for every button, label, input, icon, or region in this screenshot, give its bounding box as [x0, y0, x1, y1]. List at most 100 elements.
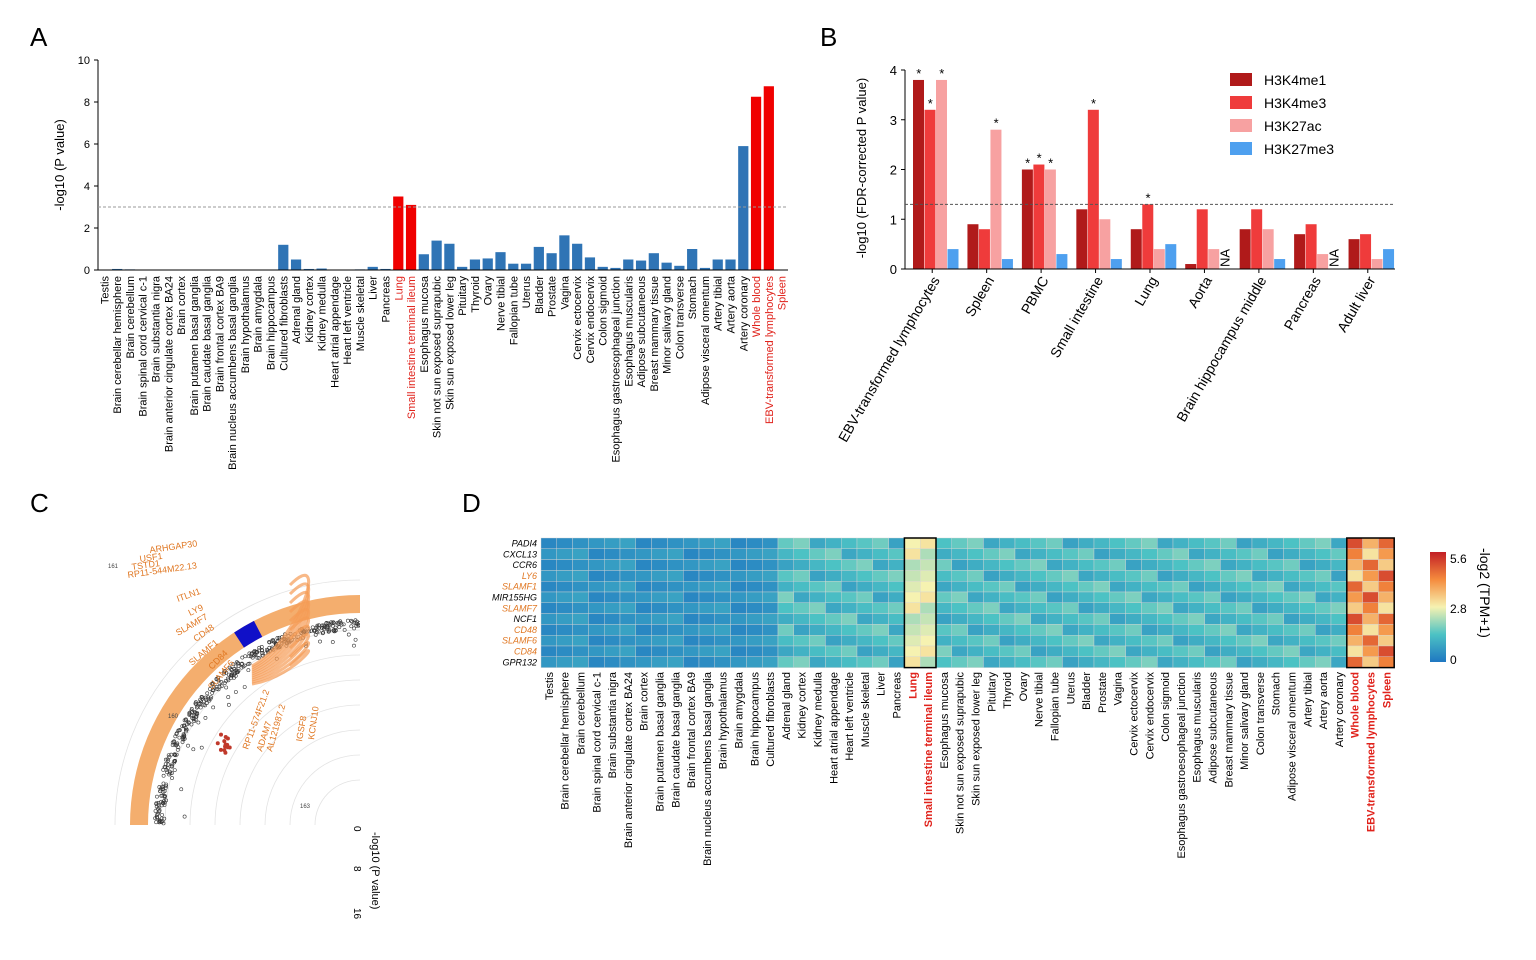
panel-c-dot [173, 734, 178, 739]
heat-cell-cd84-cultured-fibroblasts [762, 645, 779, 658]
heat-cell-slamf1-skin-sun-exposed-lower-leg [967, 581, 984, 593]
heat-cell-slamf6-small-intestine-terminal-ileum [920, 635, 937, 647]
heat-cell-mir155hg-spleen [1378, 591, 1395, 604]
panel-c-dot [159, 803, 164, 808]
bar-b-pancreas-h3k4me1 [1294, 234, 1306, 269]
heat-cell-cd84-nerve-tibial [1030, 645, 1047, 658]
heat-cell-padi4-fallopian-tube [1046, 537, 1063, 550]
heat-cell-cxcl13-cervix-endocervix [1141, 548, 1158, 560]
x-label-a-whole-blood: Whole blood [751, 276, 763, 337]
heat-cell-ccr6-nerve-tibial [1030, 559, 1047, 571]
heat-cell-padi4-spleen [1378, 537, 1395, 550]
heat-cell-cxcl13-testis [540, 548, 558, 560]
heat-cell-ncf1-skin-not-sun-exposed-suprapubic [951, 613, 968, 625]
bar-a-artery-coronary [738, 146, 749, 270]
row-label-mir155hg: MIR155HG [492, 593, 537, 603]
panel-c-dot [200, 695, 205, 699]
bar-a-ovary [482, 258, 493, 270]
heat-cell-ncf1-brain-amygdala [730, 613, 747, 625]
bar-a-pancreas [380, 268, 391, 270]
heat-cell-cd84-testis [540, 645, 558, 658]
heat-cell-padi4-heart-left-ventricle [841, 537, 858, 550]
heat-cell-mir155hg-breast-mammary-tissue [1220, 591, 1237, 604]
heat-cell-cd84-spleen [1378, 645, 1395, 658]
heat-cell-ncf1-brain-hippocampus [746, 613, 763, 625]
heat-cell-gpr132-brain-putamen-basal-ganglia [651, 656, 668, 668]
heat-cell-padi4-skin-sun-exposed-lower-leg [967, 537, 984, 550]
heat-cell-padi4-uterus [1062, 537, 1079, 550]
panel-c-dot [159, 816, 164, 821]
heat-cell-cd48-brain-frontal-cortex-ba9 [683, 624, 700, 636]
heat-cell-padi4-cultured-fibroblasts [762, 537, 779, 550]
heat-cell-ccr6-colon-transverse [1251, 559, 1269, 571]
col-label-vagina: Vagina [1113, 671, 1125, 705]
col-label-heart-atrial-appendage: Heart atrial appendage [828, 672, 840, 784]
heat-cell-ly6-adipose-subcutaneous [1204, 570, 1221, 582]
heat-cell-cd84-liver [872, 645, 889, 658]
heat-cell-slamf6-uterus [1062, 635, 1079, 647]
heat-cell-padi4-prostate [1093, 537, 1111, 550]
legend-swatch-h3k4me1 [1230, 73, 1252, 86]
heat-cell-slamf6-fallopian-tube [1046, 635, 1063, 647]
bar-a-esophagus-muscularis [623, 259, 634, 270]
panel-c-dot [346, 618, 350, 623]
heat-cell-slamf7-kidney-medulla [809, 602, 826, 614]
heat-cell-gpr132-brain-caudate-basal-ganglia [667, 656, 684, 668]
heat-cell-padi4-esophagus-gastroesophageal-junction [1172, 537, 1190, 550]
heat-cell-cd84-stomach [1267, 645, 1284, 658]
heat-cell-gpr132-kidney-cortex [793, 656, 810, 668]
gene-label-itln1: ITLN1 [175, 586, 201, 604]
heat-cell-ccr6-brain-anterior-cingulate-cortex-ba24 [619, 559, 637, 571]
panel-c-dot [326, 629, 331, 634]
col-label-brain-cerebellum: Brain cerebellum [576, 672, 588, 755]
heat-cell-padi4-minor-salivary-gland [1235, 537, 1253, 550]
heat-cell-ccr6-artery-coronary [1330, 559, 1348, 571]
heat-cell-mir155hg-stomach [1267, 591, 1284, 604]
bar-a-kidney-cortex [303, 268, 314, 270]
heat-cell-slamf6-esophagus-mucosa [935, 635, 953, 647]
heat-cell-slamf1-brain-substantia-nigra [604, 581, 621, 593]
panel-c-dot [222, 669, 226, 674]
heat-cell-cd48-kidney-cortex [793, 624, 810, 636]
heat-cell-ly6-liver [872, 570, 889, 582]
heat-cell-ly6-brain-frontal-cortex-ba9 [683, 570, 700, 582]
panel-b-significance-star: * [916, 66, 921, 81]
heat-cell-slamf7-colon-sigmoid [1156, 602, 1174, 614]
heat-cell-ncf1-muscle-skeletal [856, 613, 874, 625]
heat-cell-gpr132-artery-coronary [1330, 656, 1348, 668]
heat-cell-slamf6-spleen [1378, 635, 1395, 647]
heat-cell-mir155hg-cervix-ectocervix [1125, 591, 1142, 604]
x-label-a-skin-not-sun-exposed-suprapubic: Skin not sun exposed suprapubic [432, 276, 444, 439]
panel-c-dot [230, 672, 235, 677]
x-label-a-breast-mammary-tissue: Breast mammary tissue [649, 276, 661, 392]
col-label-pituitary: Pituitary [986, 672, 998, 712]
heat-cell-cxcl13-pituitary [983, 548, 1000, 560]
heat-cell-cxcl13-brain-caudate-basal-ganglia [667, 548, 684, 560]
panel-c-dot [216, 678, 221, 683]
x-label-a-brain-putamen-basal-ganglia: Brain putamen basal ganglia [189, 275, 201, 415]
heat-cell-mir155hg-brain-anterior-cingulate-cortex-ba24 [619, 591, 637, 604]
heat-cell-cxcl13-ebv-transformed-lymphocytes [1362, 548, 1379, 560]
heat-cell-slamf6-brain-hippocampus [746, 635, 763, 647]
heat-cell-cd48-skin-not-sun-exposed-suprapubic [951, 624, 968, 636]
col-label-colon-sigmoid: Colon sigmoid [1160, 672, 1172, 742]
heat-cell-ly6-vagina [1109, 570, 1126, 582]
panel-b-significance-star: * [1145, 190, 1150, 205]
x-label-a-ovary: Ovary [483, 276, 495, 306]
heat-cell-cd84-heart-left-ventricle [841, 645, 858, 658]
heat-cell-cxcl13-fallopian-tube [1046, 548, 1063, 560]
bar-b-spleen-h3k4me1 [967, 224, 979, 269]
panel-c-dot [159, 793, 164, 798]
x-label-a-vagina: Vagina [559, 275, 571, 309]
heat-cell-ccr6-cervix-ectocervix [1125, 559, 1142, 571]
heat-cell-padi4-testis [540, 537, 558, 550]
panel-c-grid-ring [189, 654, 360, 826]
heat-cell-cd48-pituitary [983, 624, 1000, 636]
heat-cell-gpr132-brain-nucleus-accumbens-basal-ganglia [698, 656, 716, 668]
heat-cell-ly6-skin-not-sun-exposed-suprapubic [951, 570, 968, 582]
heat-cell-slamf1-uterus [1062, 581, 1079, 593]
panel-c-dot [182, 735, 186, 740]
heat-cell-slamf6-testis [540, 635, 558, 647]
panel-c-dot [224, 685, 229, 690]
heat-cell-slamf7-minor-salivary-gland [1235, 602, 1253, 614]
